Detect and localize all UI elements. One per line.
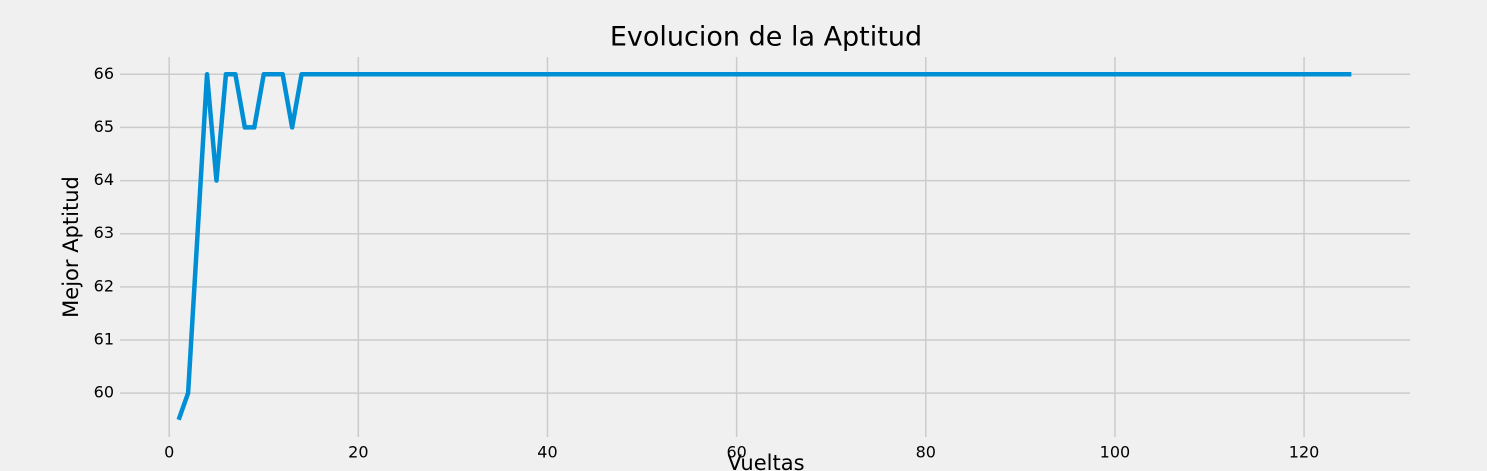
y-tick-label: 63 [94, 223, 114, 242]
x-tick-label: 20 [348, 443, 368, 462]
x-tick-label: 100 [1100, 443, 1131, 462]
y-tick-label: 66 [94, 64, 114, 83]
x-axis-label: Vueltas [727, 451, 804, 471]
y-tick-label: 60 [94, 383, 114, 402]
y-tick-label: 62 [94, 276, 114, 295]
x-tick-label: 0 [164, 443, 174, 462]
y-tick-label: 61 [94, 330, 114, 349]
x-tick-label: 120 [1289, 443, 1320, 462]
x-tick-label: 40 [537, 443, 557, 462]
y-tick-label: 64 [94, 170, 114, 189]
y-tick-label: 65 [94, 117, 114, 136]
data-line [176, 72, 1352, 421]
x-tick-label: 80 [916, 443, 936, 462]
y-axis-label: Mejor Aptitud [59, 176, 83, 318]
x-tick-label: 60 [726, 443, 746, 462]
chart-title: Evolucion de la Aptitud [610, 22, 922, 53]
